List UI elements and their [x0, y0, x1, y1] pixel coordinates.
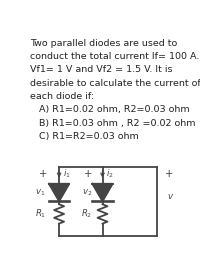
Text: +: + — [39, 169, 48, 179]
Text: $i_2$: $i_2$ — [106, 168, 114, 180]
Text: A) R1=0.02 ohm, R2=0.03 ohm: A) R1=0.02 ohm, R2=0.03 ohm — [30, 105, 189, 114]
Text: $v_1$: $v_1$ — [35, 187, 46, 198]
Polygon shape — [49, 184, 69, 201]
Text: $i_1$: $i_1$ — [63, 168, 71, 180]
Text: conduct the total current If= 100 A. If: conduct the total current If= 100 A. If — [30, 52, 200, 61]
Text: +: + — [84, 169, 93, 179]
Text: each diode if:: each diode if: — [30, 92, 94, 101]
Text: desirable to calculate the current of: desirable to calculate the current of — [30, 79, 200, 88]
Text: B) R1=0.03 ohm , R2 =0.02 ohm: B) R1=0.03 ohm , R2 =0.02 ohm — [30, 119, 195, 128]
Text: $v$: $v$ — [167, 192, 174, 201]
Text: +: + — [165, 169, 173, 179]
Polygon shape — [92, 184, 113, 201]
Text: $R_2$: $R_2$ — [81, 208, 93, 220]
Text: C) R1=R2=0.03 ohm: C) R1=R2=0.03 ohm — [30, 132, 138, 141]
Text: $R_1$: $R_1$ — [35, 208, 46, 220]
Text: Vf1= 1 V and Vf2 = 1.5 V. It is: Vf1= 1 V and Vf2 = 1.5 V. It is — [30, 66, 172, 74]
Text: $v_2$: $v_2$ — [82, 187, 92, 198]
Text: Two parallel diodes are used to: Two parallel diodes are used to — [30, 39, 177, 48]
